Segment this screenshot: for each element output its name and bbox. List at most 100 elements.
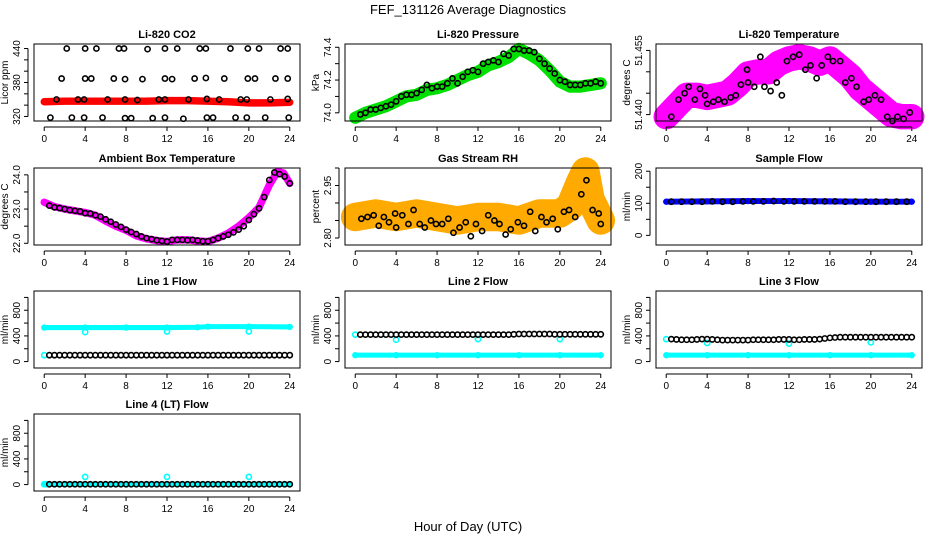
data-point [761, 83, 768, 91]
data-point [443, 79, 451, 87]
x-tick-label: 24 [595, 258, 607, 269]
data-point [883, 113, 891, 121]
y-axis-label: kPa [311, 73, 322, 91]
x-tick-label: 24 [284, 381, 296, 392]
band-marker [724, 90, 731, 97]
data-point [107, 218, 115, 226]
data-point [230, 228, 237, 236]
x-tick-label: 0 [41, 504, 47, 515]
data-point [161, 45, 169, 52]
data-point [708, 197, 716, 205]
data-point [903, 198, 911, 206]
data-point [577, 190, 585, 198]
data-point [893, 198, 900, 206]
data-point [438, 220, 446, 228]
data-point [392, 224, 400, 231]
band-marker [41, 324, 48, 331]
x-tick-label: 0 [41, 134, 47, 145]
data-point [245, 473, 253, 481]
x-tick-label: 0 [663, 134, 669, 145]
data-point [255, 45, 263, 52]
data-point [191, 75, 199, 82]
x-tick-label: 0 [663, 381, 669, 392]
band-marker [61, 98, 68, 105]
data-point [99, 114, 106, 122]
data-point [732, 91, 740, 99]
data-point [432, 220, 440, 228]
data-point [250, 210, 258, 218]
x-tick-label: 16 [824, 258, 836, 269]
data-point [284, 45, 292, 52]
data-point [531, 227, 539, 235]
x-tick-label: 20 [554, 134, 566, 145]
data-point [502, 231, 510, 238]
data-point [423, 81, 431, 89]
y-axis-label: percent [311, 190, 322, 224]
data-point [392, 97, 400, 105]
data-point [780, 197, 788, 205]
data-point [739, 197, 747, 205]
data-point [281, 173, 289, 180]
data-point [543, 218, 550, 226]
data-point [370, 211, 378, 219]
band-marker [663, 352, 670, 359]
y-tick-label: 2.80 [323, 228, 334, 248]
data-point [444, 215, 452, 223]
data-point [173, 45, 181, 52]
data-point [459, 73, 467, 81]
data-point [410, 206, 417, 214]
data-point [472, 220, 480, 228]
data-point [701, 91, 709, 99]
x-tick-label: 20 [865, 381, 877, 392]
data-point [691, 96, 699, 104]
data-point [161, 114, 169, 122]
band-marker [867, 352, 874, 359]
y-axis-label: ml/min [0, 315, 11, 344]
data-point [744, 79, 752, 86]
band-marker [352, 213, 359, 221]
plot-frame [655, 167, 923, 246]
data-point [862, 198, 870, 206]
x-tick-label: 12 [783, 134, 795, 145]
data-point [104, 96, 112, 103]
y-tick-label: 51.455 [634, 35, 645, 66]
x-tick-label: 0 [352, 258, 358, 269]
data-point [595, 210, 603, 217]
data-point [127, 114, 135, 122]
y-tick-label: 0 [12, 481, 23, 487]
data-point [467, 232, 475, 240]
x-tick-label: 16 [824, 381, 836, 392]
x-tick-label: 8 [434, 258, 440, 269]
data-point [251, 75, 259, 82]
band-marker [194, 324, 201, 331]
band-marker [433, 213, 441, 221]
data-point [906, 109, 914, 116]
x-tick-label: 4 [704, 134, 710, 145]
band-marker [163, 324, 171, 331]
band-marker [225, 98, 232, 105]
data-point [449, 75, 456, 82]
y-tick-label: 100 [634, 195, 645, 212]
data-point [46, 114, 54, 122]
x-tick-label: 8 [123, 134, 129, 145]
data-point [196, 45, 204, 52]
data-point [767, 87, 774, 95]
data-point [276, 170, 283, 178]
band-marker [184, 97, 191, 104]
data-point [800, 197, 808, 205]
data-point [81, 45, 89, 52]
band-marker [826, 352, 834, 359]
data-point [391, 210, 399, 217]
band-marker [908, 352, 915, 359]
data-point [168, 75, 176, 83]
band-marker [433, 352, 441, 359]
y-tick-label: 74.0 [323, 103, 334, 123]
panel-title: Sample Flow [755, 153, 823, 165]
data-point [749, 197, 757, 205]
band-marker [704, 352, 711, 359]
data-point [74, 96, 82, 103]
data-point [240, 222, 248, 230]
